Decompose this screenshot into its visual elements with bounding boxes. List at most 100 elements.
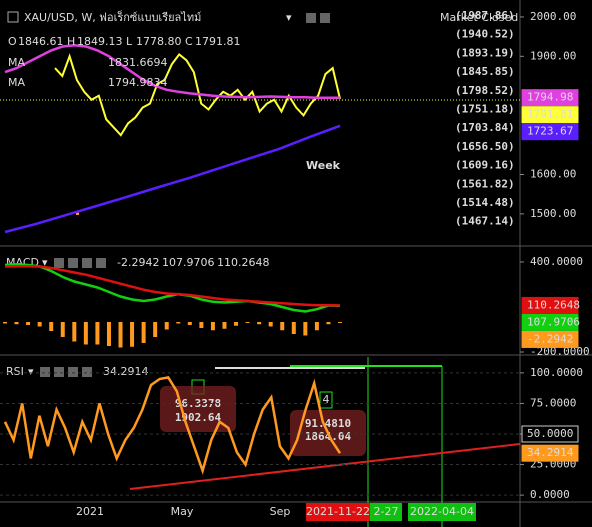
time-badge-label: 2022-04-04 bbox=[410, 505, 474, 518]
price-badge bbox=[521, 425, 579, 443]
histogram-bar bbox=[257, 321, 262, 325]
icon[interactable] bbox=[96, 258, 106, 268]
icon[interactable] bbox=[82, 367, 92, 377]
series-line bbox=[4, 44, 340, 99]
histogram-bar bbox=[222, 321, 227, 329]
histogram-bar bbox=[153, 321, 158, 337]
histogram-bar bbox=[268, 321, 273, 327]
header-value: -2.2942 bbox=[117, 256, 159, 269]
indicator-title: RSI bbox=[6, 365, 24, 378]
histogram-bar bbox=[338, 321, 342, 323]
price-badge-label: 1791.81 bbox=[527, 108, 573, 121]
histogram-bar bbox=[141, 321, 146, 343]
dot bbox=[76, 212, 79, 215]
dropdown[interactable]: ▾ bbox=[286, 11, 292, 24]
price-badge-label: 50.0000 bbox=[527, 427, 573, 440]
time-label: Sep bbox=[270, 505, 291, 518]
series-line bbox=[4, 262, 341, 313]
icon[interactable] bbox=[82, 258, 92, 268]
y-tick-label: 400.0000 bbox=[530, 255, 583, 268]
ohlc-value: 1791.81 bbox=[195, 35, 241, 48]
icon[interactable] bbox=[40, 367, 50, 377]
histogram-bar bbox=[187, 321, 192, 325]
time-badge bbox=[306, 503, 370, 521]
icon[interactable] bbox=[320, 13, 330, 23]
level-label: (1893.19) bbox=[455, 46, 515, 59]
ohlc-value: 1846.61 bbox=[18, 35, 64, 48]
price-badge bbox=[521, 313, 579, 331]
histogram-bar bbox=[83, 321, 88, 345]
histogram-bar bbox=[95, 321, 100, 345]
indicator-value: 1794.9834 bbox=[108, 76, 168, 89]
step-label: 4 bbox=[323, 393, 330, 406]
histogram-bar bbox=[14, 321, 19, 325]
histogram-bar bbox=[280, 321, 285, 331]
series-line bbox=[54, 52, 341, 137]
price-badge-label: 107.9706 bbox=[527, 315, 580, 328]
dropdown[interactable]: ▾ bbox=[42, 256, 48, 269]
histogram-bar bbox=[291, 321, 296, 334]
market-status: Market Closed bbox=[440, 11, 518, 24]
price-badge bbox=[521, 296, 579, 314]
note: 1864.04 bbox=[305, 430, 352, 443]
ohlc-key: L bbox=[126, 35, 133, 48]
header-value: 110.2648 bbox=[217, 256, 270, 269]
y-tick-label: 75.0000 bbox=[530, 396, 576, 409]
annotation: Week bbox=[306, 159, 341, 172]
histogram-bar bbox=[303, 321, 308, 336]
price-badge-label: -2.2942 bbox=[527, 332, 573, 345]
price-badge-label: 34.2914 bbox=[527, 446, 574, 459]
note: 1902.64 bbox=[175, 411, 222, 424]
y-tick-label: -200.0000 bbox=[530, 345, 590, 358]
time-badge bbox=[370, 503, 402, 521]
indicator-name: MA bbox=[8, 76, 25, 89]
collapse-icon[interactable] bbox=[7, 11, 19, 23]
icon[interactable] bbox=[68, 258, 78, 268]
y-tick-label: 2000.00 bbox=[530, 10, 576, 23]
level-label: (1514.48) bbox=[455, 196, 515, 209]
time-label: 2021 bbox=[76, 505, 104, 518]
price-badge bbox=[521, 123, 579, 141]
histogram-bar bbox=[60, 321, 65, 337]
histogram-bar bbox=[326, 321, 331, 325]
note: 91.4810 bbox=[305, 417, 351, 430]
histogram-bar bbox=[314, 321, 319, 331]
series-line bbox=[3, 376, 342, 475]
icon[interactable] bbox=[54, 258, 64, 268]
ohlc-value: 1849.13 bbox=[77, 35, 123, 48]
time-badge-label: 2-27 bbox=[374, 505, 399, 518]
icon[interactable] bbox=[68, 367, 78, 377]
indicator-value: 1831.6694 bbox=[108, 56, 168, 69]
histogram-bar bbox=[37, 321, 42, 327]
price-badge-label: 1794.98 bbox=[527, 91, 573, 104]
ohlc-key: C bbox=[185, 35, 193, 48]
ohlc-key: O bbox=[8, 35, 17, 48]
header-value: 107.9706 bbox=[162, 256, 215, 269]
level-label: (1798.52) bbox=[455, 84, 515, 97]
price-badge bbox=[521, 330, 579, 348]
icon[interactable] bbox=[54, 367, 64, 377]
y-tick-label: 1600.00 bbox=[530, 167, 576, 180]
price-badge-label: 110.2648 bbox=[527, 298, 580, 311]
ohlc-value: 1778.80 bbox=[136, 35, 182, 48]
y-tick-label: 0.0000 bbox=[530, 488, 570, 501]
level-label: (1940.52) bbox=[455, 28, 515, 41]
marker bbox=[319, 391, 333, 409]
histogram-bar bbox=[164, 321, 169, 330]
time-badge-label: 2021-11-22 bbox=[306, 505, 370, 518]
icon[interactable] bbox=[306, 13, 316, 23]
histogram-bar bbox=[72, 321, 77, 342]
y-tick-label: 100.0000 bbox=[530, 366, 583, 379]
dropdown[interactable]: ▾ bbox=[28, 365, 34, 378]
trendline bbox=[129, 443, 521, 490]
level-label: (1561.82) bbox=[455, 177, 515, 190]
time-badge bbox=[408, 503, 476, 521]
price-badge bbox=[521, 106, 579, 124]
histogram-bar bbox=[245, 321, 250, 323]
price-badge-label: 1723.67 bbox=[527, 125, 573, 138]
histogram-bar bbox=[199, 321, 204, 328]
histogram-bar bbox=[210, 321, 215, 331]
price-badge bbox=[521, 444, 579, 462]
level-label: (1845.85) bbox=[455, 65, 515, 78]
ohlc-key: H bbox=[67, 35, 75, 48]
